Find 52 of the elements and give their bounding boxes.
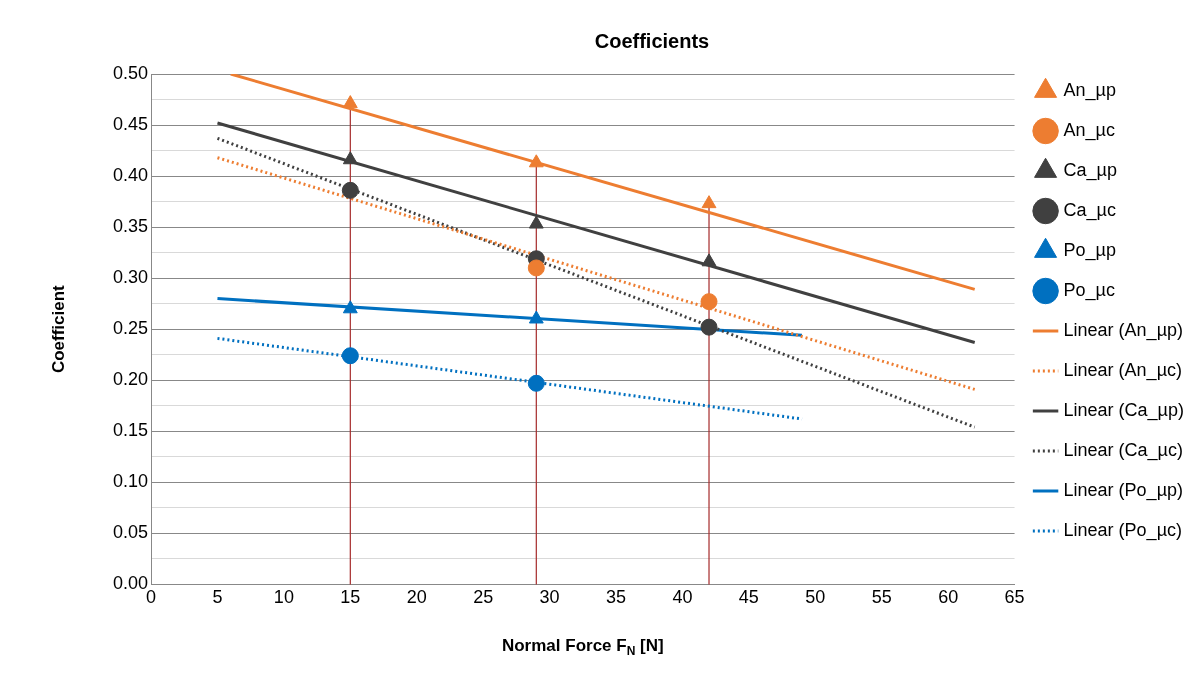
y-tick-label: 0.35 bbox=[112, 216, 149, 237]
x-tick-label: 55 bbox=[871, 587, 892, 608]
x-tick-label: 25 bbox=[473, 587, 494, 608]
legend-label: Ca_µp bbox=[1063, 159, 1117, 181]
x-tick-label: 5 bbox=[212, 587, 223, 608]
point bbox=[341, 181, 359, 199]
x-tick-label: 15 bbox=[340, 587, 361, 608]
legend-label: Linear (An_µp) bbox=[1063, 319, 1184, 341]
x-tick-label: 0 bbox=[146, 587, 157, 608]
legend-label: Linear (Ca_µp) bbox=[1063, 399, 1185, 421]
y-tick-label: 0.20 bbox=[112, 369, 149, 390]
x-tick-label: 50 bbox=[805, 587, 826, 608]
x-tick-label: 40 bbox=[672, 587, 693, 608]
legend-label: Linear (Po_µc) bbox=[1063, 519, 1183, 541]
chart-title: Coefficients bbox=[594, 29, 710, 52]
legend-label: Ca_µc bbox=[1063, 199, 1116, 221]
y-tick-label: 0.40 bbox=[112, 165, 149, 186]
x-tick-label: 35 bbox=[606, 587, 627, 608]
x-tick-label: 20 bbox=[406, 587, 427, 608]
point bbox=[528, 310, 544, 324]
x-tick-label: 30 bbox=[539, 587, 560, 608]
legend-label: Po_µc bbox=[1063, 279, 1115, 301]
point bbox=[700, 293, 718, 311]
y-tick-label: 0.25 bbox=[112, 318, 149, 339]
legend-label: Linear (Ca_µc) bbox=[1063, 439, 1183, 461]
legend-label: An_µp bbox=[1063, 79, 1116, 101]
x-tick-label: 60 bbox=[938, 587, 959, 608]
point bbox=[341, 347, 359, 365]
legend-label: Linear (An_µc) bbox=[1063, 359, 1183, 381]
y-tick-label: 0.45 bbox=[112, 114, 149, 135]
legend-label: Po_µp bbox=[1063, 239, 1116, 261]
point bbox=[701, 253, 717, 267]
point bbox=[342, 95, 358, 109]
x-tick-label: 10 bbox=[273, 587, 294, 608]
y-tick-label: 0.05 bbox=[112, 522, 149, 543]
point bbox=[700, 318, 718, 336]
point bbox=[527, 259, 545, 277]
point bbox=[528, 154, 544, 168]
point bbox=[528, 215, 544, 229]
x-tick-label: 45 bbox=[738, 587, 759, 608]
point bbox=[342, 300, 358, 314]
point bbox=[342, 151, 358, 165]
y-tick-label: 0.10 bbox=[112, 471, 149, 492]
y-tick-label: 0.15 bbox=[112, 420, 149, 441]
point bbox=[527, 374, 545, 392]
legend-label: An_µc bbox=[1063, 119, 1115, 141]
legend-label: Linear (Po_µp) bbox=[1063, 479, 1184, 501]
y-tick-label: 0.50 bbox=[112, 62, 149, 83]
point bbox=[701, 195, 717, 209]
y-axis-title: Coefficient bbox=[48, 284, 68, 374]
y-tick-label: 0.30 bbox=[112, 267, 149, 288]
x-tick-label: 65 bbox=[1004, 587, 1025, 608]
